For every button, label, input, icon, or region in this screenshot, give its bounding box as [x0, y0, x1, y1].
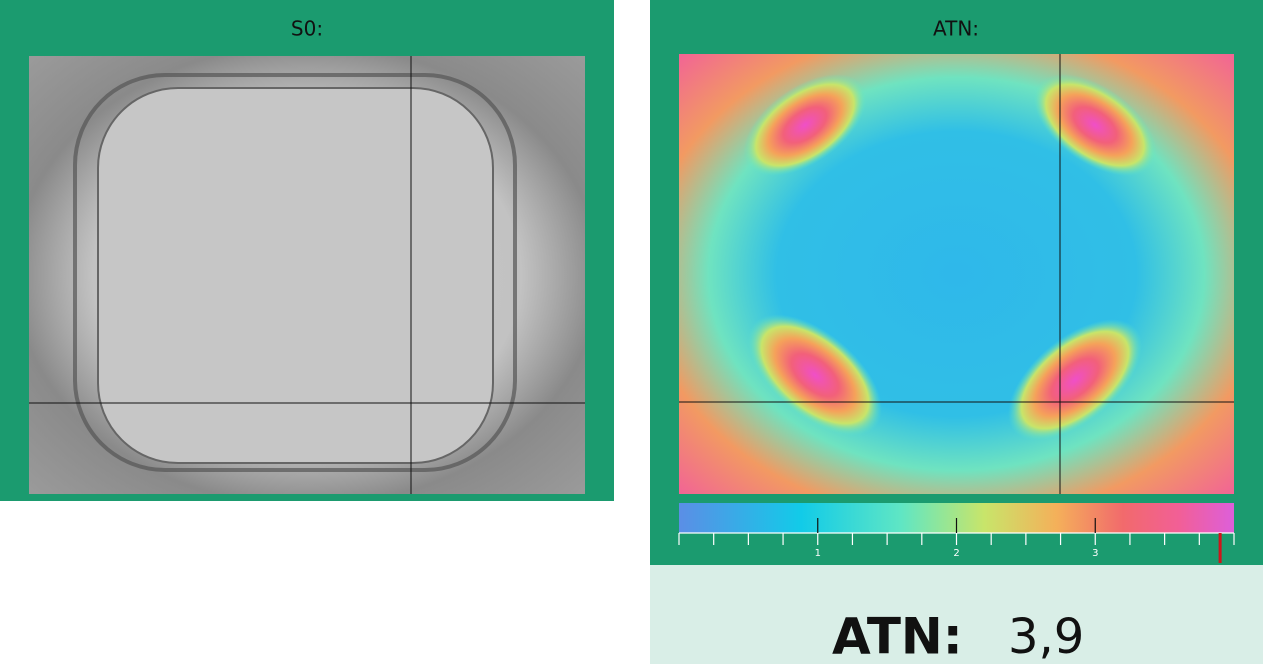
readout-panel — [650, 565, 1263, 664]
image-detail — [743, 74, 867, 176]
image-detail — [1008, 319, 1142, 441]
image-detail — [73, 73, 517, 472]
colorbar-ticks: 1 2 3 — [678, 518, 1235, 563]
panel-title: S0: — [291, 17, 323, 41]
tick-label: 2 — [953, 548, 959, 559]
panel-title: ATN: — [933, 17, 979, 41]
readout-value: 3,9 — [1008, 609, 1084, 664]
image-detail — [97, 87, 494, 464]
tick-label: 1 — [815, 548, 821, 559]
tick-label: 3 — [1092, 548, 1098, 559]
readout-label: ATN: — [832, 608, 963, 664]
image-detail — [1033, 74, 1157, 176]
image-detail — [748, 314, 882, 436]
